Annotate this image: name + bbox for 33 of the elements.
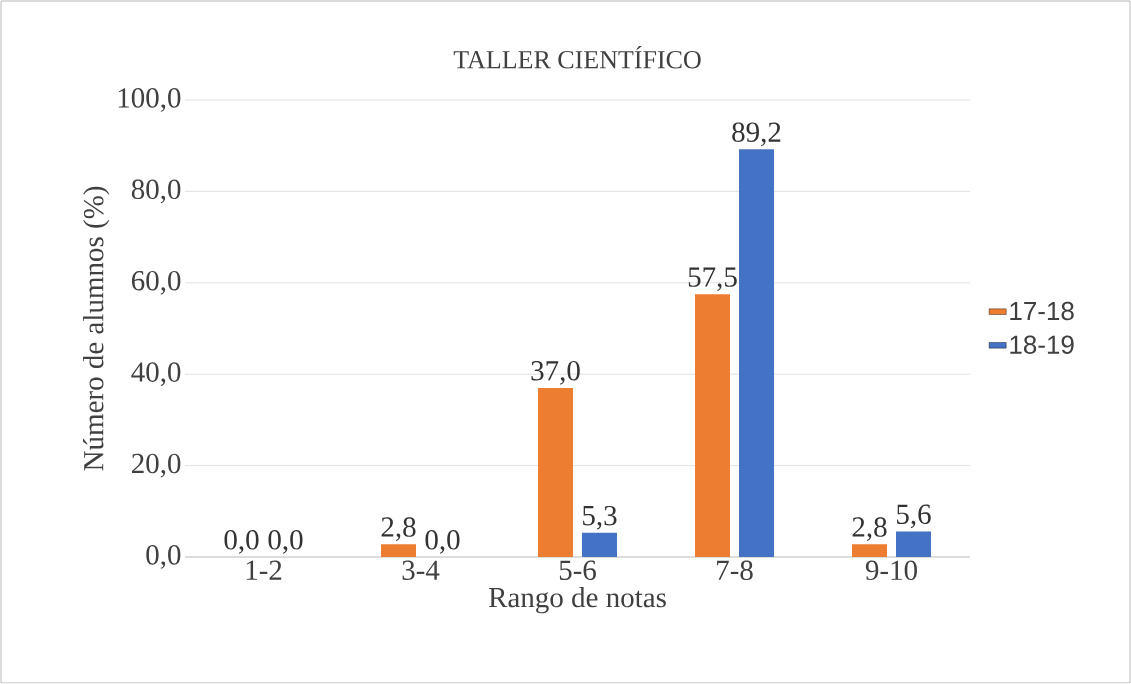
data-label: 0,0 — [425, 530, 460, 554]
y-tick-label: 20,0 — [132, 453, 181, 478]
y-tick-label: 60,0 — [131, 270, 181, 295]
x-tick-label: 1-2 — [246, 560, 282, 580]
x-axis-title: Rango de notas — [488, 586, 666, 614]
bar — [739, 149, 774, 557]
bar — [896, 531, 931, 557]
data-label: 2,8 — [852, 517, 887, 541]
bar — [582, 532, 618, 557]
x-tick-label: 3-4 — [402, 560, 440, 580]
x-tick-label: 7-8 — [717, 560, 753, 581]
y-tick-label: 100,0 — [118, 88, 181, 112]
bar — [538, 387, 574, 557]
chart-title: TALLER CIENTÍFICO — [453, 45, 701, 69]
data-label: 5,3 — [583, 505, 617, 530]
y-tick-label: 40,0 — [131, 362, 181, 387]
y-axis-title: Número de alumnos (%) — [83, 186, 110, 471]
data-label: 5,6 — [897, 504, 931, 529]
x-tick-label: 9-10 — [865, 560, 917, 581]
data-label: 37,0 — [531, 360, 580, 385]
y-tick-label: 0,0 — [146, 545, 181, 569]
data-label: 57,5 — [688, 267, 737, 292]
y-tick-label: 80,0 — [131, 179, 181, 204]
bar — [852, 544, 887, 557]
data-label: 0,0 — [268, 530, 303, 554]
legend-label: 18-19 — [1010, 335, 1074, 354]
bar — [695, 294, 730, 557]
x-tick-label: 5-6 — [559, 560, 596, 580]
bar — [381, 544, 417, 557]
data-label: 89,2 — [732, 122, 781, 147]
data-label: 2,8 — [381, 517, 416, 541]
data-label: 0,0 — [224, 530, 259, 554]
legend-label: 17-18 — [1010, 301, 1074, 321]
